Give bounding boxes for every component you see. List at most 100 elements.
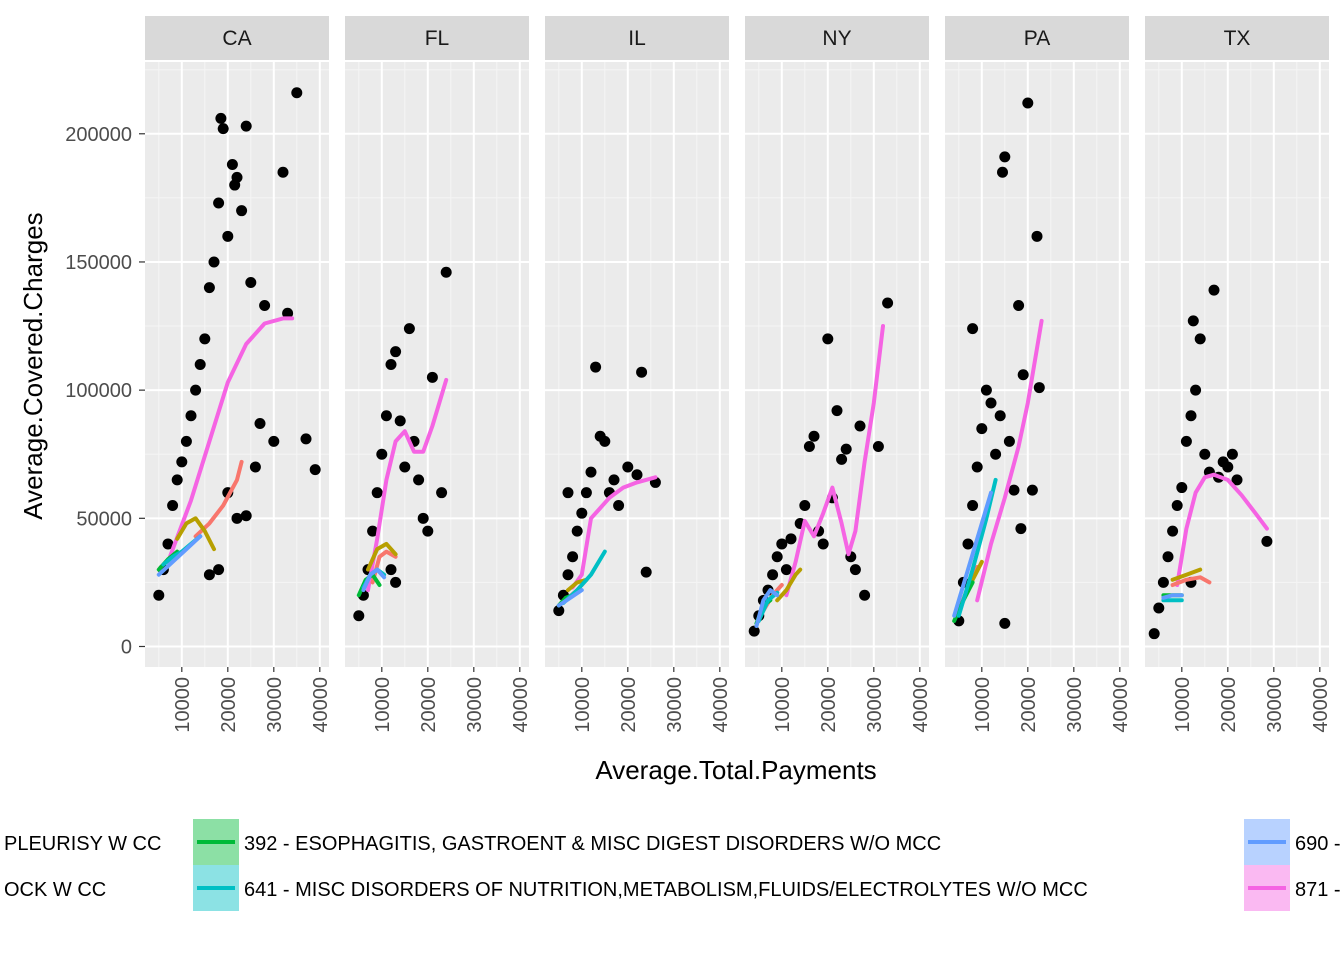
smooth-curve [175, 516, 216, 552]
data-point [1231, 474, 1243, 486]
data-point [1017, 369, 1029, 381]
data-point [1199, 448, 1211, 460]
data-point [213, 564, 225, 576]
legend-label: OCK W CC [4, 879, 106, 901]
data-point [259, 300, 271, 312]
data-point [808, 430, 820, 442]
x-tick-label: 30000 [264, 677, 286, 733]
legend-item: 871 - [1244, 865, 1341, 911]
data-point [836, 453, 848, 465]
x-tick-label: 10000 [172, 677, 194, 733]
data-point [1162, 551, 1174, 563]
data-point [1022, 97, 1034, 109]
data-point [999, 151, 1011, 163]
data-point [1033, 382, 1045, 394]
data-point [215, 112, 227, 124]
data-point [291, 87, 303, 99]
panel-content [553, 361, 661, 617]
legend-item: PLEURISY W CC [4, 833, 161, 855]
x-tick-label: 30000 [1264, 677, 1286, 733]
data-point [399, 461, 411, 473]
x-tick-label: 20000 [418, 677, 440, 733]
x-tick-label: 40000 [710, 677, 732, 733]
data-point [385, 564, 397, 576]
x-tick-label: 30000 [864, 677, 886, 733]
y-tick-label: 150000 [65, 252, 132, 274]
data-point [771, 551, 783, 563]
facet-panel-pa: PA 10000 20000 30000 40000 [945, 16, 1132, 733]
x-tick-label: 20000 [1218, 677, 1240, 733]
data-point [817, 538, 829, 550]
legend-label: PLEURISY W CC [4, 833, 161, 855]
x-tick-label: 10000 [1172, 677, 1194, 733]
data-point [367, 525, 379, 537]
legend-label: 392 - ESOPHAGITIS, GASTROENT & MISC DIGE… [244, 833, 941, 855]
data-point [785, 533, 797, 545]
data-point [803, 441, 815, 453]
data-point [1176, 482, 1188, 494]
data-point [1008, 484, 1020, 496]
data-point [1185, 410, 1197, 422]
data-point [385, 359, 397, 370]
smooth-curve [556, 588, 584, 608]
data-point [872, 441, 884, 453]
facet-strip-label: FL [425, 27, 450, 50]
y-axis-title: Average.Covered.Charges [18, 212, 48, 519]
data-point [426, 371, 438, 383]
panel-content [952, 97, 1045, 629]
data-point [562, 569, 574, 581]
data-point [971, 461, 983, 473]
facet-strip [345, 16, 529, 60]
smooth-curve [754, 588, 780, 628]
legend-item: 392 - ESOPHAGITIS, GASTROENT & MISC DIGE… [193, 819, 941, 865]
data-point [394, 415, 406, 427]
data-point [236, 205, 248, 217]
smooth-curve [156, 534, 203, 577]
panel-content [748, 297, 894, 637]
data-point [822, 333, 834, 345]
panel-content [353, 266, 452, 622]
facet-strip-label: IL [628, 27, 646, 50]
x-tick-label: 30000 [1064, 677, 1086, 733]
panel-content [153, 87, 321, 601]
data-point [1180, 435, 1192, 447]
data-point [962, 538, 974, 550]
panel-content [1148, 284, 1273, 640]
data-point [1222, 461, 1234, 473]
data-point [608, 474, 620, 486]
data-point [799, 499, 811, 511]
data-point [413, 474, 425, 486]
legend-item: 690 - [1244, 819, 1341, 865]
data-point [599, 435, 611, 447]
data-point [240, 120, 252, 132]
data-point [440, 266, 452, 278]
data-point [980, 384, 992, 396]
data-point [203, 282, 215, 294]
data-point [748, 625, 760, 637]
x-tick-label: 20000 [618, 677, 640, 733]
data-point [976, 423, 988, 435]
data-point [1194, 333, 1206, 345]
x-tick-label: 10000 [772, 677, 794, 733]
data-point [1157, 576, 1169, 588]
data-point [776, 538, 788, 550]
facet-strip [545, 16, 729, 60]
y-tick-label: 0 [121, 636, 132, 658]
x-tick-label: 40000 [1110, 677, 1132, 733]
legend: PLEURISY W CC OCK W CC 392 - ESOPHAGITIS, … [4, 819, 1341, 911]
facet-panels: CA 10000 20000 30000 40000 FL 10000 20000 30000 4… [145, 16, 1332, 733]
data-point [249, 461, 261, 473]
x-tick-label: 30000 [464, 677, 486, 733]
data-point [176, 456, 188, 468]
facet-panel-fl: FL 10000 20000 30000 40000 [345, 16, 532, 733]
data-point [226, 159, 238, 171]
legend-item: OCK W CC [4, 879, 106, 901]
data-point [567, 551, 579, 563]
data-point [1171, 499, 1183, 511]
data-point [571, 525, 583, 537]
data-point [180, 435, 192, 447]
data-point [1148, 628, 1160, 640]
data-point [171, 474, 183, 486]
data-point [380, 410, 392, 422]
